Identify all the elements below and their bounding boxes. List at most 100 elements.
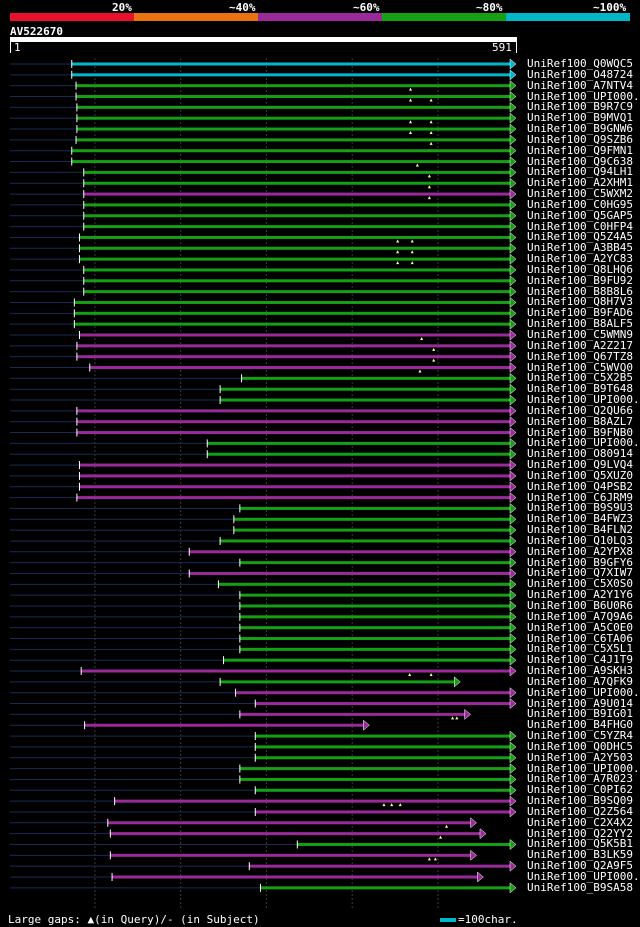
- hit-row[interactable]: [10, 513, 517, 525]
- hit-row[interactable]: [10, 275, 517, 287]
- hit-label[interactable]: UniRef100_B3LK59: [527, 848, 633, 862]
- hit-row[interactable]: [10, 383, 517, 395]
- hit-bar[interactable]: [207, 441, 511, 445]
- hit-bar[interactable]: [76, 127, 512, 131]
- hit-label[interactable]: UniRef100_B9FNB0: [527, 425, 633, 439]
- hit-bar[interactable]: [107, 821, 472, 825]
- hit-label[interactable]: UniRef100_A7Q9A6: [527, 609, 633, 623]
- hit-bar[interactable]: [239, 506, 512, 510]
- hit-bar[interactable]: [189, 571, 511, 575]
- hit-row[interactable]: [10, 156, 517, 168]
- hit-row[interactable]: [10, 882, 517, 894]
- hit-label[interactable]: UniRef100_A2XHM1: [527, 176, 633, 190]
- hit-row[interactable]: [10, 123, 517, 135]
- hit-bar[interactable]: [239, 712, 466, 716]
- hit-bar[interactable]: [241, 376, 511, 380]
- hit-label[interactable]: UniRef100_B4FLN2: [527, 523, 633, 537]
- hit-row[interactable]: [10, 546, 517, 558]
- hit-row[interactable]: [10, 296, 517, 309]
- hit-bar[interactable]: [76, 431, 512, 435]
- hit-row[interactable]: [10, 329, 517, 341]
- hit-label[interactable]: UniRef100_Q5XUZ0: [527, 468, 633, 482]
- hit-label[interactable]: UniRef100_A3BB45: [527, 241, 633, 255]
- hit-bar[interactable]: [76, 138, 511, 142]
- hit-bar[interactable]: [220, 398, 511, 402]
- hit-row[interactable]: [10, 188, 517, 200]
- hit-row[interactable]: [10, 535, 517, 547]
- hit-row[interactable]: [10, 860, 517, 872]
- hit-bar[interactable]: [255, 810, 511, 814]
- hit-row[interactable]: [10, 730, 517, 742]
- hit-label[interactable]: UniRef100_B6U0R6: [527, 599, 633, 612]
- hit-bar[interactable]: [83, 170, 512, 174]
- hit-label[interactable]: UniRef100_C5YZR4: [527, 729, 633, 743]
- hit-bar[interactable]: [114, 799, 512, 803]
- hit-bar[interactable]: [249, 864, 512, 868]
- hit-bar[interactable]: [83, 214, 512, 218]
- hit-row[interactable]: [10, 427, 517, 439]
- hit-label[interactable]: UniRef100_Q4PSB2: [527, 479, 633, 493]
- hit-row[interactable]: [10, 361, 517, 374]
- hit-label[interactable]: UniRef100_B9FAD6: [527, 306, 633, 320]
- hit-label[interactable]: UniRef100_A7R023: [527, 772, 633, 786]
- hit-bar[interactable]: [255, 745, 511, 749]
- hit-label[interactable]: UniRef100_A2Y503: [527, 750, 633, 764]
- hit-bar[interactable]: [79, 474, 511, 478]
- hit-label[interactable]: UniRef100_C4J1T9: [527, 653, 633, 667]
- hit-bar[interactable]: [83, 268, 512, 272]
- hit-row[interactable]: [10, 58, 517, 70]
- hit-bar[interactable]: [233, 528, 511, 532]
- hit-row[interactable]: [10, 849, 477, 861]
- hit-bar[interactable]: [81, 669, 512, 673]
- hit-bar[interactable]: [76, 355, 512, 359]
- hit-bar[interactable]: [223, 658, 512, 662]
- hit-bar[interactable]: [74, 300, 512, 304]
- hit-label[interactable]: UniRef100_A2YC83: [527, 252, 633, 266]
- hit-row[interactable]: [10, 687, 517, 699]
- hit-row[interactable]: [10, 567, 517, 580]
- hit-label[interactable]: UniRef100_B9R7C9: [527, 100, 633, 114]
- hit-bar[interactable]: [239, 626, 512, 630]
- hit-label[interactable]: UniRef100_Q7XIW7: [527, 566, 633, 580]
- hit-bar[interactable]: [76, 116, 512, 120]
- hit-row[interactable]: [10, 90, 517, 103]
- hit-bar[interactable]: [233, 517, 511, 521]
- hit-label[interactable]: UniRef100_Q9FMN1: [527, 143, 633, 157]
- hit-label[interactable]: UniRef100_UPI000..: [527, 89, 640, 103]
- hit-label[interactable]: UniRef100_C0HFP4: [527, 219, 633, 233]
- hit-label[interactable]: UniRef100_UPI000..: [527, 393, 640, 407]
- hit-row[interactable]: [10, 708, 471, 720]
- hit-row[interactable]: [10, 665, 517, 677]
- hit-bar[interactable]: [189, 550, 511, 554]
- hit-label[interactable]: UniRef100_Q2QU66: [527, 403, 633, 417]
- hit-row[interactable]: [10, 763, 517, 775]
- hit-row[interactable]: [10, 318, 517, 330]
- hit-row[interactable]: [10, 719, 370, 731]
- hit-bar[interactable]: [79, 485, 511, 489]
- hit-label[interactable]: UniRef100_Q67TZ8: [527, 349, 633, 363]
- hit-bar[interactable]: [71, 149, 512, 153]
- hit-row[interactable]: [10, 600, 517, 612]
- hit-label[interactable]: UniRef100_Q8LHQ6: [527, 262, 633, 276]
- hit-label[interactable]: UniRef100_Q5GAP5: [527, 208, 633, 222]
- hit-bar[interactable]: [89, 366, 511, 370]
- hit-label[interactable]: UniRef100_A2YPX8: [527, 544, 633, 558]
- hit-row[interactable]: [10, 372, 517, 384]
- hit-row[interactable]: [10, 557, 517, 569]
- hit-bar[interactable]: [74, 322, 512, 326]
- hit-label[interactable]: UniRef100_B9SQ09: [527, 794, 633, 808]
- hit-label[interactable]: UniRef100_B9GNW6: [527, 122, 633, 136]
- hit-bar[interactable]: [71, 160, 512, 164]
- hit-label[interactable]: UniRef100_A9SKH3: [527, 664, 633, 678]
- hit-row[interactable]: [10, 112, 517, 124]
- hit-bar[interactable]: [112, 875, 479, 879]
- hit-label[interactable]: UniRef100_A9U014: [527, 696, 633, 710]
- hit-label[interactable]: UniRef100_UPI000..: [527, 685, 640, 699]
- hit-row[interactable]: [10, 231, 517, 243]
- hit-row[interactable]: [10, 351, 517, 363]
- hit-bar[interactable]: [239, 604, 512, 608]
- hit-label[interactable]: UniRef100_C6TA06: [527, 631, 633, 645]
- hit-row[interactable]: [10, 611, 517, 623]
- hit-label[interactable]: UniRef100_Q0DHC5: [527, 739, 633, 753]
- hit-row[interactable]: [10, 80, 517, 92]
